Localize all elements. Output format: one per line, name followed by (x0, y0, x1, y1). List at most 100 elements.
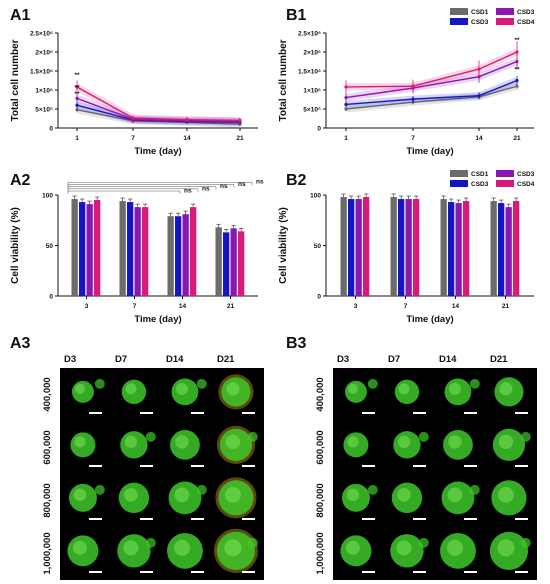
significance-bracket (67, 188, 199, 192)
scale-bar (191, 465, 204, 467)
bar (405, 199, 412, 296)
significance-label: ns (184, 188, 192, 195)
significance-mark: ** (74, 84, 80, 91)
micrograph-tile (171, 378, 207, 414)
bar (363, 197, 370, 296)
bar (230, 228, 237, 296)
micrograph-tile (494, 377, 528, 414)
data-point (344, 102, 348, 107)
seeding-density-label: 600,000 (42, 430, 53, 464)
x-tick-label: 7 (133, 303, 137, 310)
bar (455, 203, 462, 296)
small-aggregate (418, 537, 429, 548)
x-tick-label: 21 (513, 135, 521, 142)
micrograph-tile (70, 432, 102, 467)
x-axis-title: Time (day) (134, 146, 181, 157)
spheroid-highlight (396, 540, 412, 556)
seeding-density-label: 400,000 (42, 377, 53, 411)
scale-bar (140, 571, 153, 573)
spheroid-highlight (225, 434, 241, 450)
scale-bar (464, 412, 477, 414)
small-aggregate (196, 484, 207, 495)
bar (71, 199, 78, 296)
micrograph-tile (120, 431, 156, 467)
bar (398, 199, 405, 296)
legend-label: CSD1 (471, 9, 489, 16)
micrograph-tile (118, 482, 153, 520)
bar (119, 201, 126, 296)
legend-swatch (496, 8, 514, 15)
scale-bar (242, 465, 255, 467)
y-axis-title: Total cell number (278, 39, 289, 121)
spheroid-highlight (447, 487, 463, 503)
chart-b2: 0 50 100 Time (day) Cell viability (%) 3 7 14 21… (278, 170, 535, 325)
significance-mark: ** (514, 67, 520, 74)
bar (355, 199, 362, 296)
y-tick-label: 2×10⁶ (303, 49, 321, 56)
seeding-density-label: 600,000 (315, 430, 326, 464)
micrograph-tile (218, 374, 255, 414)
x-tick-label: 14 (475, 135, 483, 142)
bar (142, 207, 149, 296)
bar (413, 199, 420, 296)
data-point (75, 103, 79, 107)
scale-bar (89, 518, 102, 520)
day-column-label: D7 (388, 354, 400, 365)
spheroid-highlight (446, 539, 464, 556)
scale-bar (413, 412, 426, 414)
scale-bar (191, 412, 204, 414)
micrograph-tile (443, 429, 477, 467)
panel-label-b3: B3 (286, 335, 307, 352)
y-tick-label: 2.5×10⁶ (298, 30, 321, 37)
micrograph-tile (168, 481, 207, 520)
spheroid-highlight (72, 540, 87, 555)
spheroid-highlight (498, 434, 514, 450)
bar (440, 199, 447, 296)
legend-label: CSD3 (471, 181, 489, 188)
scale-bar (413, 465, 426, 467)
spheroid-highlight (448, 382, 461, 395)
micrograph-tile (68, 483, 105, 520)
microscopy-grid-a3: D3 D7 D14 D21 400,000 600,000 800,000 1,000,000 (42, 354, 264, 580)
spheroid-highlight (174, 487, 190, 503)
micrograph-tile (216, 425, 258, 467)
series-line (345, 51, 518, 88)
significance-bracket (67, 184, 235, 188)
scale-bar (191, 518, 204, 520)
scale-bar (89, 571, 102, 573)
bar (513, 201, 520, 296)
spheroid-highlight (123, 540, 139, 556)
micrograph-tile (213, 528, 259, 573)
bar (134, 207, 141, 296)
seeding-density-label: 1,000,000 (315, 532, 326, 574)
x-tick-label: 21 (227, 303, 235, 310)
spheroid-highlight (498, 486, 514, 503)
x-tick-label: 3 (85, 303, 89, 310)
scale-bar (89, 412, 102, 414)
y-axis-title: Cell viability (%) (10, 207, 21, 284)
x-tick-label: 14 (179, 303, 187, 310)
legend-label: CSD1 (471, 171, 489, 178)
y-tick-label: 0 (317, 293, 321, 300)
scale-bar (515, 465, 528, 467)
data-point (75, 85, 79, 89)
data-point (515, 78, 519, 83)
y-tick-label: 0 (49, 293, 53, 300)
scale-bar (362, 518, 375, 520)
small-aggregate (247, 537, 258, 548)
panel-label-a1: A1 (10, 7, 31, 24)
spheroid-highlight (124, 488, 138, 502)
y-tick-label: 2.5×10⁶ (30, 30, 53, 37)
micrograph-tile (391, 482, 426, 520)
micrograph-tile (444, 378, 480, 414)
small-aggregate (94, 378, 105, 389)
spheroid-highlight (226, 382, 240, 396)
scale-bar (140, 465, 153, 467)
x-tick-label: 21 (502, 303, 510, 310)
bar (348, 199, 355, 296)
legend-swatch (450, 18, 468, 25)
scale-bar (464, 571, 477, 573)
micrograph-tile (491, 480, 528, 520)
spheroid-highlight (348, 383, 358, 394)
